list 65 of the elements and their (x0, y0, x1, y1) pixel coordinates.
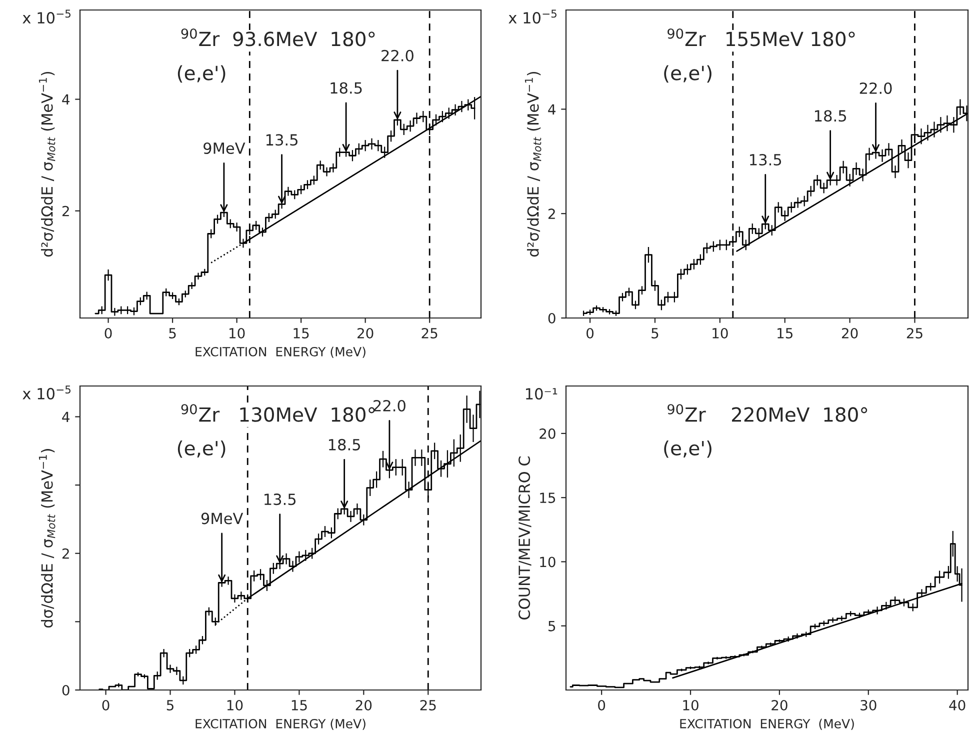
text: $^{90}$Zr 155MeV 180° (668, 28, 855, 46)
y-tick-label: 0 (62, 684, 70, 696)
x-axis-title: EXCITATION ENERGY (MeV) (680, 718, 854, 730)
y-tick-label: 2 (62, 548, 69, 559)
annotation: 13.5 (750, 154, 782, 166)
x-tick-label: 10 (227, 700, 243, 710)
y-tick-label: 0 (548, 312, 556, 324)
x-tick-label: 0 (586, 328, 594, 338)
text: x 10$^{−5}$ (22, 386, 70, 400)
annotation: 13.5 (264, 494, 296, 506)
x-tick-label: 15 (778, 328, 792, 338)
x-tick-label: 15 (292, 700, 307, 710)
annotation: 22.0 (382, 50, 414, 62)
x-axis-title: EXCITATION ENERGY (MeV) (196, 718, 366, 730)
x-tick-label: 20 (842, 328, 858, 338)
annotation: 22.0 (374, 400, 406, 412)
y-tick-label: 10 (540, 556, 556, 568)
x-tick-label: 25 (906, 328, 922, 338)
y-axis-title: dσ/dΩdE / σ$_{Mott}$ (MeV$^{−1}$) (38, 449, 56, 628)
x-tick-label: 0 (104, 328, 112, 338)
x-tick-label: 15 (294, 328, 309, 338)
annotation: 13.5 (266, 134, 298, 146)
x-tick-label: 5 (169, 328, 176, 338)
x-tick-label: 20 (358, 328, 374, 338)
annotation: 9MeV (201, 512, 244, 524)
y-tick-label: 15 (540, 492, 556, 504)
x-tick-label: 5 (166, 700, 174, 710)
x-tick-label: 20 (772, 700, 788, 710)
text: (e,e') (664, 440, 712, 458)
y-tick-label: 5 (548, 621, 556, 632)
y-tick-label: 4 (62, 94, 70, 105)
text: x 10$^{−5}$ (508, 10, 556, 24)
text: $^{90}$Zr 220MeV 180° (668, 404, 868, 422)
y-axis-title: d²σ/dΩdE / σ$_{Mott}$ (MeV$^{−1}$) (38, 72, 56, 257)
x-tick-label: 5 (652, 328, 658, 338)
text: $^{90}$Zr 93.6MeV 180° (181, 28, 375, 46)
x-tick-label: 40 (949, 700, 966, 710)
y-tick-label: 4 (548, 104, 556, 114)
text: 10⁻¹ (526, 388, 558, 400)
x-tick-label: 0 (598, 700, 606, 710)
text: x 10$^{−5}$ (22, 10, 70, 24)
x-tick-label: 25 (420, 700, 436, 710)
x-tick-label: 20 (356, 700, 372, 710)
y-axis-title: d²σ/dΩdE / σ$_{Mott}$ (MeV$^{−1}$) (524, 72, 542, 257)
annotation: 18.5 (814, 110, 846, 122)
text: (e,e') (178, 440, 226, 458)
y-axis-title: COUNT/MEV/MICRO C (518, 456, 532, 620)
annotation: 22.0 (860, 82, 892, 94)
annotation: 18.5 (328, 438, 360, 450)
x-tick-label: 30 (860, 700, 876, 710)
x-tick-label: 10 (229, 328, 245, 338)
y-tick-label: 4 (62, 412, 70, 422)
x-tick-label: 0 (102, 700, 110, 710)
annotation: 18.5 (330, 82, 362, 94)
annotation: 9MeV (204, 142, 246, 154)
x-tick-label: 10 (683, 700, 698, 710)
x-axis-title: EXCITATION ENERGY (MeV) (196, 346, 366, 358)
text: (e,e') (664, 65, 712, 83)
text: $^{90}$Zr 130MeV 180° (181, 404, 375, 422)
y-tick-label: 2 (548, 208, 555, 219)
x-tick-label: 25 (422, 328, 438, 338)
x-tick-label: 10 (712, 328, 728, 338)
y-tick-label: 2 (62, 206, 69, 216)
text: (e,e') (178, 65, 226, 83)
y-tick-label: 20 (540, 428, 556, 439)
